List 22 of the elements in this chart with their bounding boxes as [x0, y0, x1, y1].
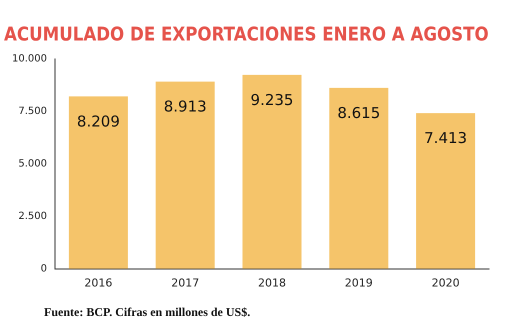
y-tick-label: 7.500 [18, 106, 47, 117]
bar [156, 82, 215, 269]
chart-title: ACUMULADO DE EXPORTACIONES ENERO A AGOSTO [4, 23, 489, 46]
bar [242, 74, 302, 269]
y-tick-label: 2.500 [18, 210, 47, 222]
x-tick-label: 2019 [344, 276, 373, 290]
data-label: 8.209 [76, 112, 120, 130]
bar [329, 88, 388, 269]
x-tick-label: 2016 [84, 276, 112, 290]
data-label: 7.413 [424, 129, 468, 148]
bar [68, 96, 128, 269]
x-tick-label: 2017 [171, 276, 200, 290]
data-label: 9.235 [250, 90, 294, 109]
x-tick-label: 2020 [432, 276, 460, 290]
data-label: 8.615 [337, 104, 380, 122]
y-tick-label: 5.000 [18, 158, 47, 170]
y-tick-label: 10.000 [12, 53, 47, 64]
x-tick-label: 2018 [258, 276, 286, 290]
y-tick-label: 0 [40, 263, 47, 274]
source-note: Fuente: BCP. Cifras en millones de US$. [44, 305, 250, 319]
bar [416, 113, 476, 269]
data-label: 8.913 [164, 98, 207, 116]
